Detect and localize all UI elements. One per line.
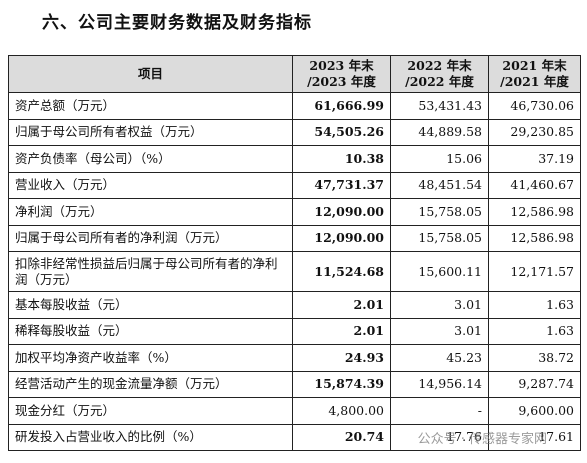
table-row: 研发投入占营业收入的比例（%） 20.74 17.76 17.61 (8, 423, 581, 451)
value-cell: - (390, 397, 489, 425)
item-cell: 基本每股收益（元） (8, 291, 293, 319)
value-cell: 9,600.00 (488, 397, 581, 425)
item-cell: 扣除非经常性损益后归属于母公司所有者的净利润（万元） (8, 251, 293, 292)
watermark: 公众号 · 传感器专家网 (417, 432, 547, 447)
value-cell: 15,758.05 (390, 224, 489, 252)
section-title: 六、公司主要财务数据及财务指标 (42, 13, 312, 33)
header-row: 项目 2023 年末/2023 年度 2022 年末/2022 年度 2021 年末 /… (8, 55, 581, 93)
value-cell: 12,586.98 (488, 198, 581, 226)
table-row: 资产负债率（母公司）（%） 10.38 15.06 37.19 (8, 145, 581, 173)
value-cell: 47,731.37 (292, 171, 391, 199)
item-cell: 现金分红（万元） (8, 397, 293, 425)
financial-table: 项目 2023 年末/2023 年度 2022 年末/2022 年度 2021 年末 /… (8, 55, 581, 451)
item-cell: 归属于母公司所有者权益（万元） (8, 118, 293, 146)
value-cell: 61,666.99 (292, 92, 391, 120)
value-cell: 54,505.26 (292, 118, 391, 146)
value-cell: 15,600.11 (390, 251, 489, 292)
column-header: 2021 年末/2021 年度 (488, 55, 581, 93)
item-cell: 加权平均净资产收益率（%） (8, 344, 293, 372)
table-row: 归属于母公司所有者权益（万元） 54,505.26 44,889.58 29,230.… (8, 118, 581, 146)
value-cell: 2.01 (292, 291, 391, 319)
table-row: 现金分红（万元） 4,800.00-9,600.00 (8, 397, 581, 425)
value-cell: 20.74 (292, 423, 391, 451)
value-cell: 1.63 (488, 291, 581, 319)
value-cell: 15,874.39 (292, 370, 391, 398)
table-row: 加权平均净资产收益率（%） 24.93 45.23 38.72 (8, 344, 581, 372)
value-cell: 38.72 (488, 344, 581, 372)
column-header: 2022 年末/2022 年度 (390, 55, 489, 93)
value-cell: 10.38 (292, 145, 391, 173)
value-cell: 24.93 (292, 344, 391, 372)
table-row: 稀释每股收益（元） 2.01 3.01 1.63 (8, 317, 581, 345)
table-row: 资产总额（万元） 61,666.99 53,431.43 46,730.06 (8, 92, 581, 120)
item-cell: 经营活动产生的现金流量净额（万元） (8, 370, 293, 398)
item-cell: 研发投入占营业收入的比例（%） (8, 423, 293, 451)
header-line: 2021 年末 (502, 58, 567, 73)
table-row: 营业收入（万元） 47,731.37 48,451.54 41,460.67 (8, 171, 581, 199)
value-cell: 48,451.54 (390, 171, 489, 199)
item-cell: 净利润（万元） (8, 198, 293, 226)
value-cell: 17.61 (488, 423, 581, 451)
value-cell: 37.19 (488, 145, 581, 173)
value-cell: 12,090.00 (292, 198, 391, 226)
value-cell: 15,758.05 (390, 198, 489, 226)
value-cell: 41,460.67 (488, 171, 581, 199)
header-line: /2022 年度 (405, 74, 474, 89)
value-cell: 14,956.14 (390, 370, 489, 398)
value-cell: 45.23 (390, 344, 489, 372)
item-cell: 营业收入（万元） (8, 171, 293, 199)
value-cell: 3.01 (390, 291, 489, 319)
value-cell: 3.01 (390, 317, 489, 345)
header-line: /2021 年度 (500, 74, 569, 89)
value-cell: 44,889.58 (390, 118, 489, 146)
header-line: /2023 年度 (307, 74, 376, 89)
value-cell: 11,524.68 (292, 251, 391, 292)
value-cell: 4,800.00 (292, 397, 391, 425)
table-row: 基本每股收益（元） 2.01 3.01 1.63 (8, 291, 581, 319)
value-cell: 9,287.74 (488, 370, 581, 398)
header-line: 2023 年末 (309, 58, 374, 73)
item-cell: 资产负债率（母公司）（%） (8, 145, 293, 173)
value-cell: 29,230.85 (488, 118, 581, 146)
column-header: 项目 (8, 55, 293, 93)
value-cell: 12,171.57 (488, 251, 581, 292)
value-cell: 46,730.06 (488, 92, 581, 120)
item-cell: 归属于母公司所有者的净利润（万元） (8, 224, 293, 252)
item-cell: 稀释每股收益（元） (8, 317, 293, 345)
table-row: 净利润（万元） 12,090.00 15,758.05 12,586.98 (8, 198, 581, 226)
value-cell: 2.01 (292, 317, 391, 345)
value-cell: 12,090.00 (292, 224, 391, 252)
value-cell: 1.63 (488, 317, 581, 345)
table-row: 经营活动产生的现金流量净额（万元） 15,874.39 14,956.14 9,287… (8, 370, 581, 398)
header-line: 2022 年末 (407, 58, 472, 73)
value-cell: 12,586.98 (488, 224, 581, 252)
value-cell: 53,431.43 (390, 92, 489, 120)
table-row: 归属于母公司所有者的净利润（万元） 12,090.00 15,758.05 12,58… (8, 224, 581, 252)
column-header: 2023 年末/2023 年度 (292, 55, 391, 93)
table-row: 扣除非经常性损益后归属于母公司所有者的净利润（万元） 11,524.68 15,60… (8, 251, 581, 292)
item-cell: 资产总额（万元） (8, 92, 293, 120)
value-cell: 15.06 (390, 145, 489, 173)
